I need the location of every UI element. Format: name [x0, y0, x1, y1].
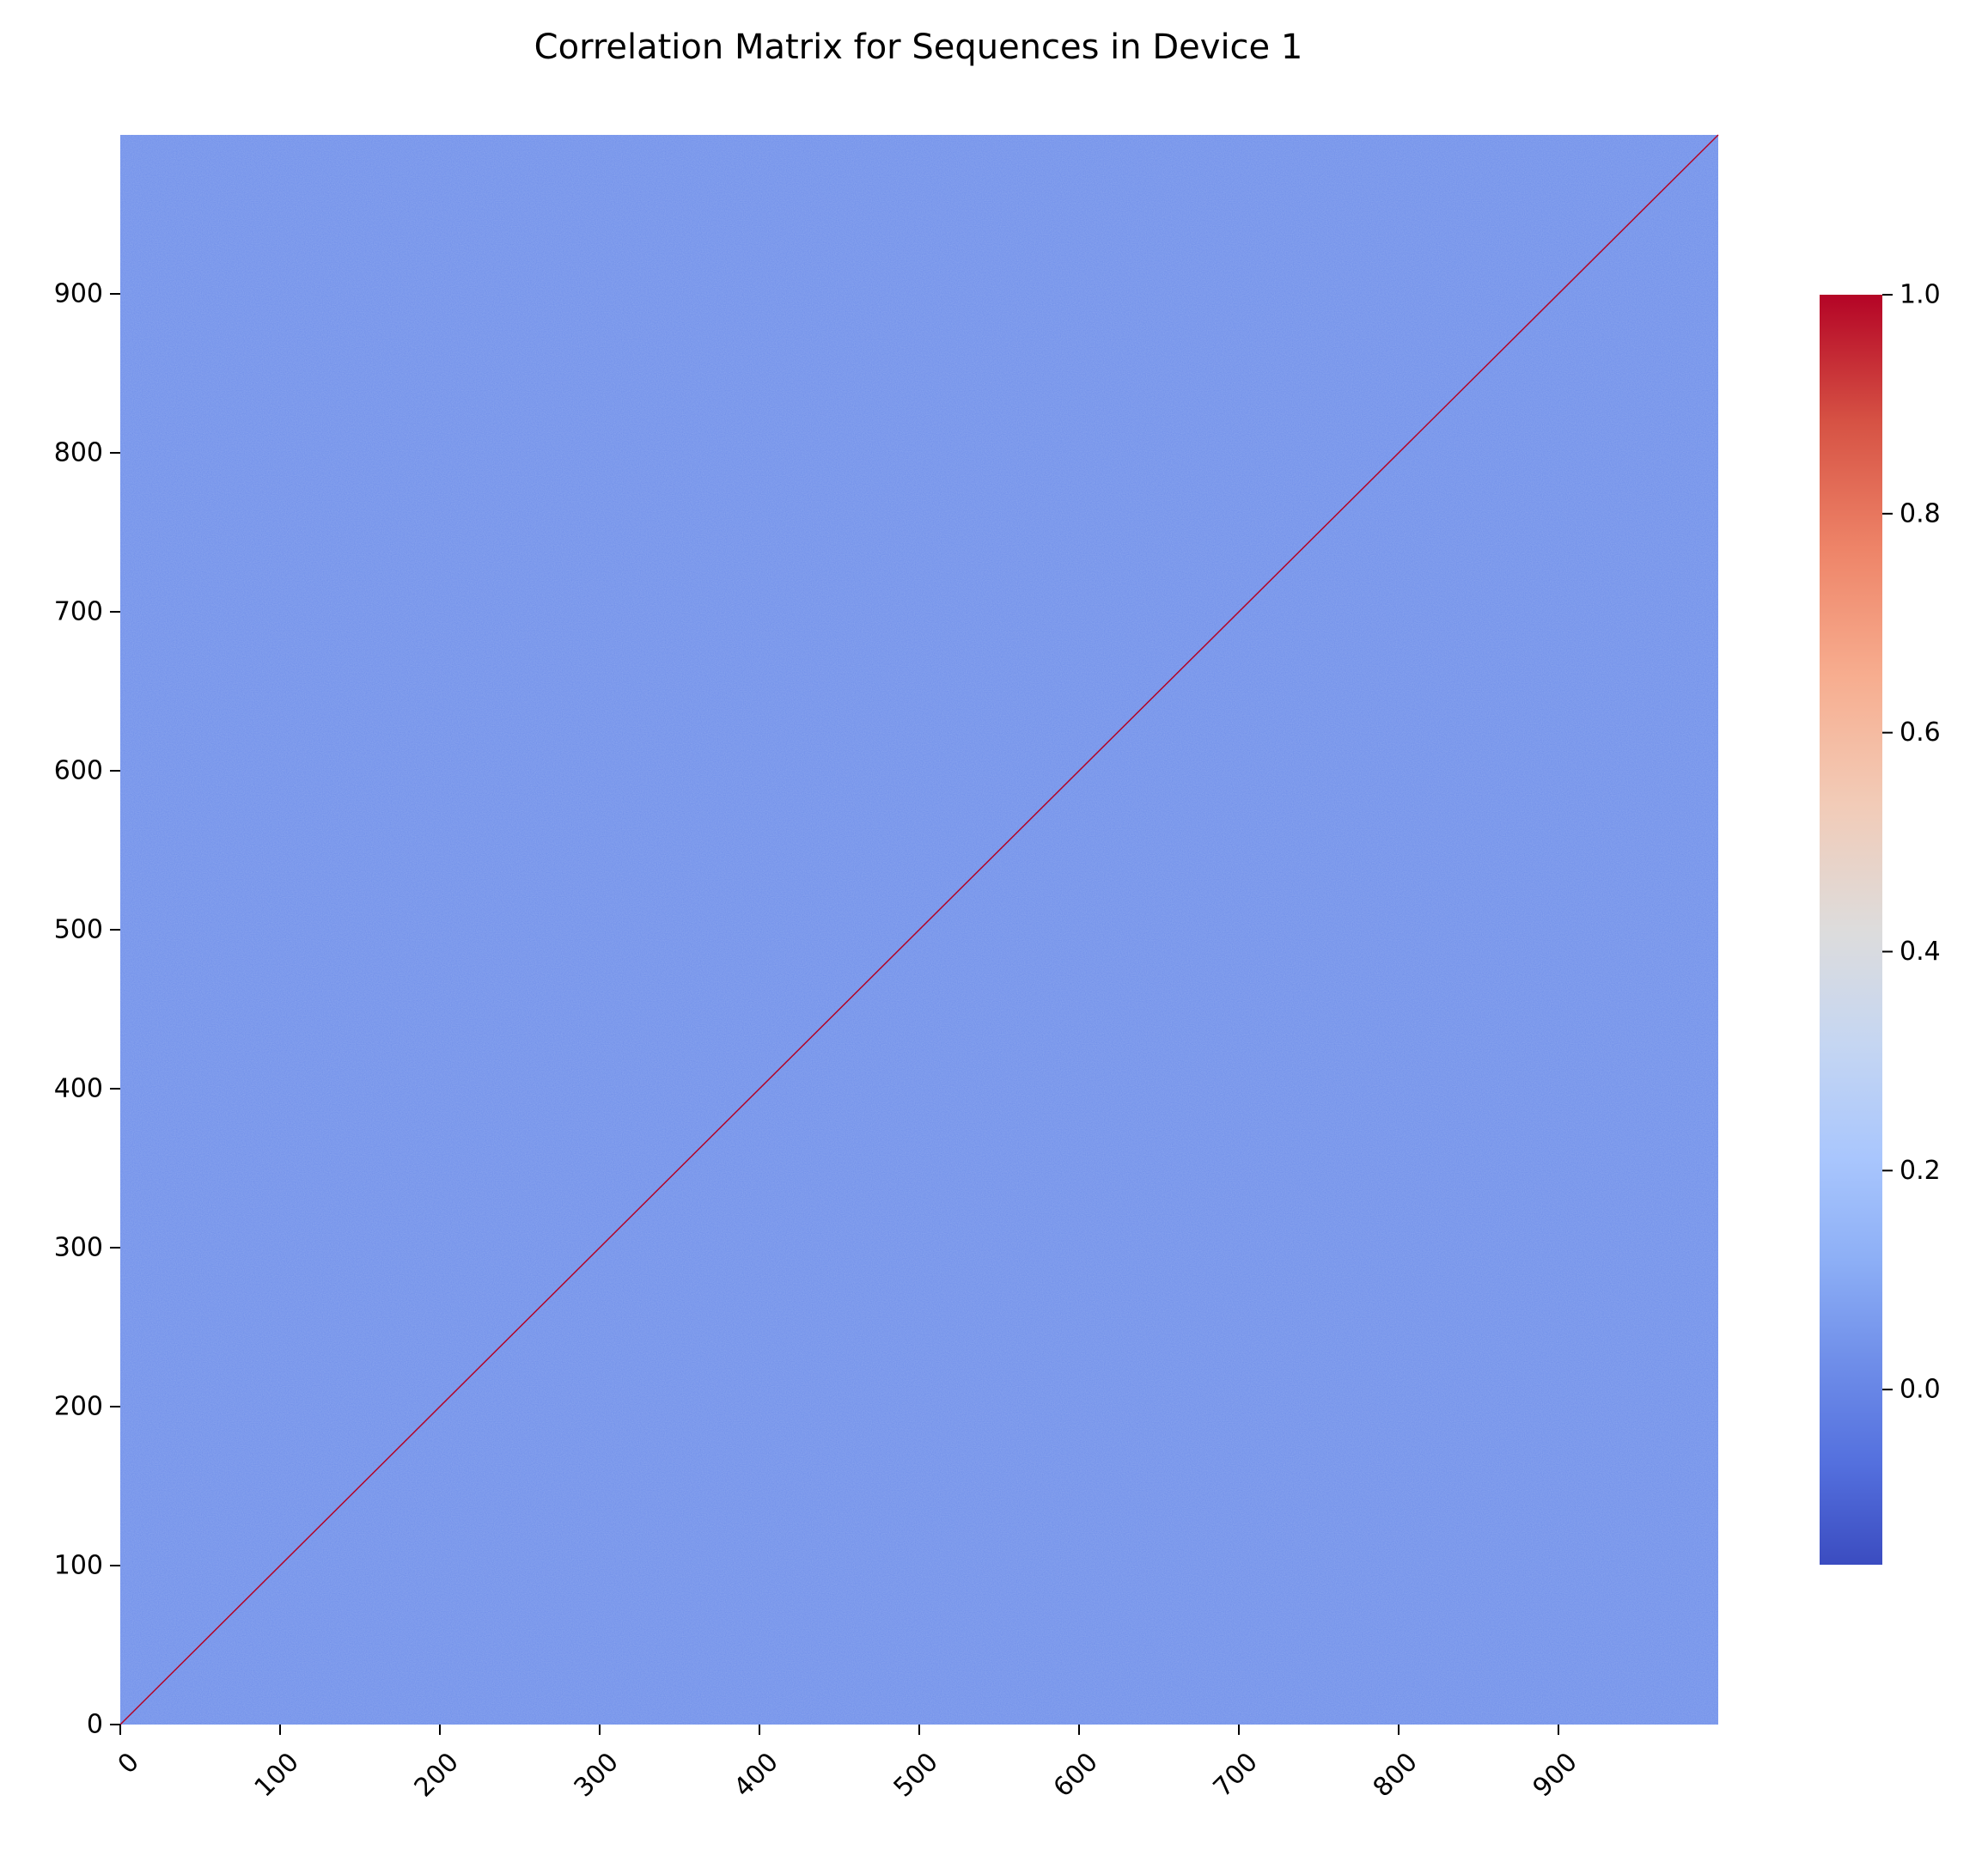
colorbar-tick-label: 0.6 [1900, 717, 1941, 748]
x-tick-label: 300 [569, 1747, 625, 1803]
colorbar-tick-label: 0.2 [1900, 1156, 1941, 1186]
y-axis: 0 100 200 300 400 500 600 700 800 900 [54, 279, 120, 1740]
diagonal-line [119, 134, 1719, 1725]
x-tick-label: 200 [409, 1747, 465, 1803]
y-tick-label: 600 [54, 756, 103, 786]
y-tick-label: 900 [54, 279, 103, 309]
y-tick-label: 400 [54, 1074, 103, 1104]
x-tick-label: 0 [113, 1747, 145, 1780]
colorbar-tick-label: 1.0 [1900, 280, 1941, 310]
x-tick-label: 600 [1048, 1747, 1104, 1803]
x-tick-label: 900 [1528, 1747, 1583, 1803]
colorbar-ticks: 0.0 0.2 0.4 0.6 0.8 1.0 [1882, 280, 1941, 1405]
y-tick-label: 500 [54, 915, 103, 945]
y-tick-label: 0 [87, 1710, 103, 1740]
colorbar-tick-label: 0.8 [1900, 498, 1941, 528]
x-tick-label: 500 [888, 1747, 944, 1803]
y-tick-label: 700 [54, 597, 103, 627]
y-tick-label: 200 [54, 1392, 103, 1422]
colorbar-tick-label: 0.4 [1900, 937, 1941, 967]
x-tick-label: 700 [1208, 1747, 1264, 1803]
chart-title: Correlation Matrix for Sequences in Devi… [534, 27, 1303, 67]
y-tick-label: 100 [54, 1551, 103, 1581]
y-tick-label: 800 [54, 438, 103, 468]
x-tick-label: 400 [729, 1747, 784, 1803]
x-axis: 0 100 200 300 400 500 600 700 800 900 [113, 1725, 1583, 1803]
colorbar: 0.0 0.2 0.4 0.6 0.8 1.0 [1820, 280, 1941, 1565]
heatmap-area [119, 134, 1719, 1725]
colorbar-tick-label: 0.0 [1900, 1375, 1941, 1405]
x-tick-label: 800 [1368, 1747, 1424, 1803]
colorbar-gradient [1820, 295, 1882, 1565]
x-tick-label: 100 [249, 1747, 305, 1803]
y-tick-label: 300 [54, 1233, 103, 1263]
